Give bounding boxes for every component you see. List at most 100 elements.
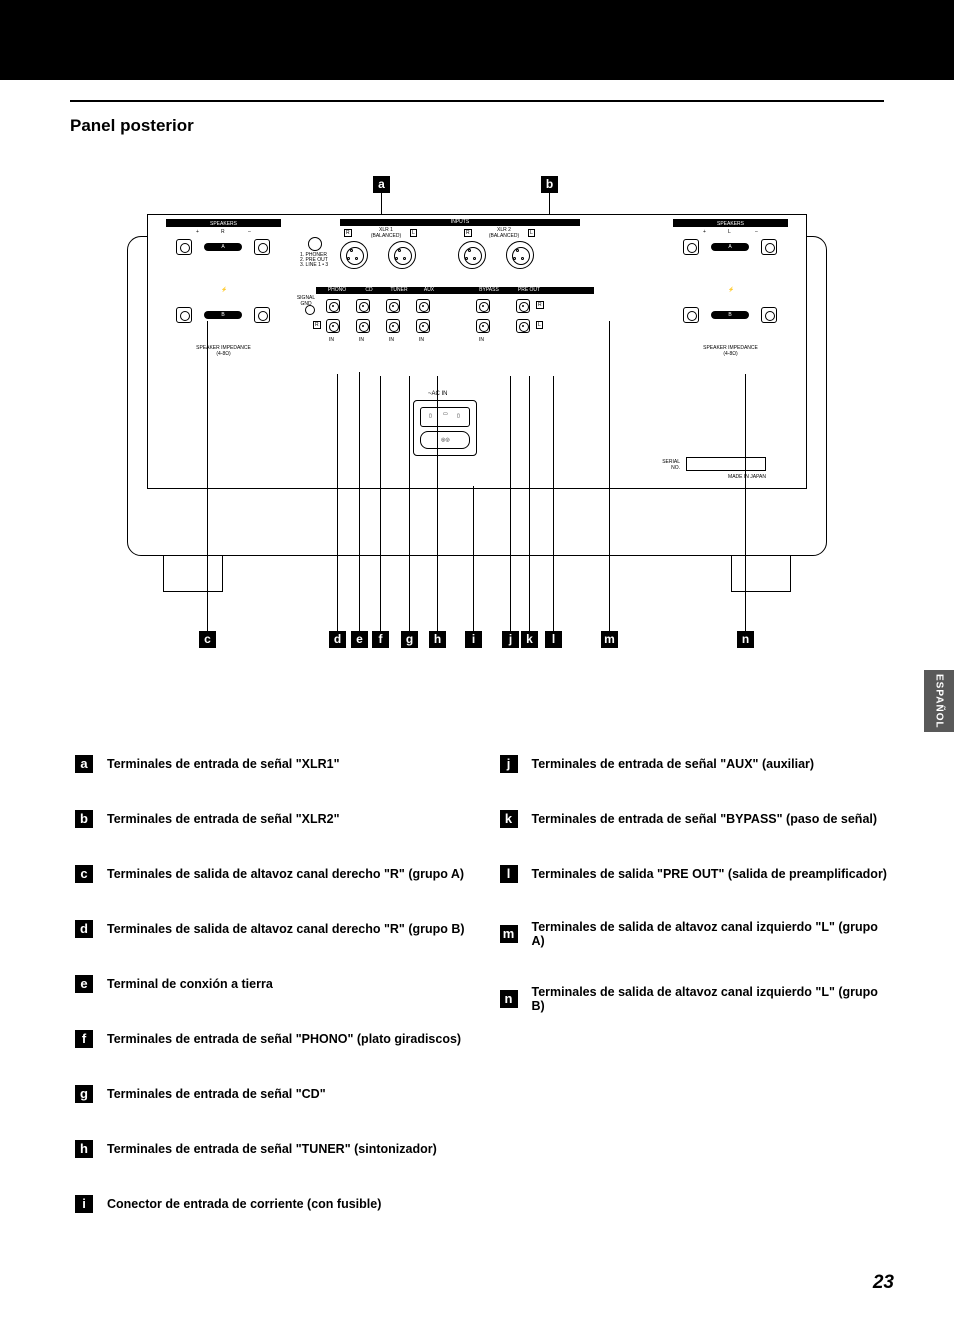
xlr2-l <box>506 241 534 269</box>
section-rule <box>70 100 884 102</box>
speaker-r-a-neg <box>254 239 270 255</box>
inputs-strip: INPUTS <box>340 219 580 226</box>
chassis-foot-right <box>731 556 791 592</box>
callout-b: b <box>541 176 558 193</box>
legend-text-b: Terminales de entrada de señal "XLR2" <box>107 812 340 826</box>
legend-letter-d: d <box>75 920 93 938</box>
legend-left-col: aTerminales de entrada de señal "XLR1"bT… <box>75 755 470 1213</box>
ac-inlet: ▯ ▭ ▯ ◎◎ <box>413 400 477 456</box>
legend-text-h: Terminales de entrada de señal "TUNER" (… <box>107 1142 437 1156</box>
legend-letter-g: g <box>75 1085 93 1103</box>
legend-text-l: Terminales de salida "PRE OUT" (salida d… <box>532 867 887 881</box>
legend-text-i: Conector de entrada de corriente (con fu… <box>107 1197 381 1211</box>
rca-jack <box>416 299 430 313</box>
legend-letter-m: m <box>500 925 518 943</box>
speakers-header-l: SPEAKERS <box>673 219 788 227</box>
legend-item-d: d Terminales de salida de altavoz canal d… <box>75 920 470 938</box>
ground-terminal <box>305 305 315 315</box>
language-tab-text: ESPAÑOL <box>934 674 945 729</box>
legend-letter-c: c <box>75 865 93 883</box>
callout-j: j <box>502 631 519 648</box>
legend-text-e: Terminal de conxión a tierra <box>107 977 273 991</box>
rca-jack <box>516 299 530 313</box>
legend-item-b: b Terminales de entrada de señal "XLR2" <box>75 810 470 828</box>
rca-jack <box>356 299 370 313</box>
rca-jack <box>476 319 490 333</box>
rca-jack <box>326 319 340 333</box>
legend-text-c: Terminales de salida de altavoz canal de… <box>107 867 464 881</box>
legend-letter-l: l <box>500 865 518 883</box>
legend-text-f: Terminales de entrada de señal "PHONO" (… <box>107 1032 461 1046</box>
legend-item-m: mTerminales de salida de altavoz canal i… <box>500 920 895 948</box>
legend-letter-b: b <box>75 810 93 828</box>
serial-plate <box>686 457 766 471</box>
xlr2-r <box>458 241 486 269</box>
legend-item-a: aTerminales de entrada de señal "XLR1" <box>75 755 470 773</box>
legend-item-g: g Terminales de entrada de señal "CD" <box>75 1085 470 1103</box>
speaker-group-a-label-r: A <box>204 243 242 251</box>
callout-f: f <box>372 631 389 648</box>
legend-letter-k: k <box>500 810 518 828</box>
legend-item-l: l Terminales de salida "PRE OUT" (salida … <box>500 865 895 883</box>
speaker-l-b-neg <box>761 307 777 323</box>
callout-l: l <box>545 631 562 648</box>
callout-c: c <box>199 631 216 648</box>
rear-panel-plate: SPEAKERS + R – A ⚡ B SPEAKER IMPEDANCE (… <box>147 214 807 489</box>
rca-jack <box>326 299 340 313</box>
speaker-r-a-pos <box>176 239 192 255</box>
legend-text-n: Terminales de salida de altavoz canal iz… <box>532 985 895 1013</box>
legend-letter-a: a <box>75 755 93 773</box>
legend-item-k: k Terminales de entrada de señal "BYPASS"… <box>500 810 895 828</box>
legend-item-f: f Terminales de entrada de señal "PHONO" … <box>75 1030 470 1048</box>
speaker-r-b-neg <box>254 307 270 323</box>
legend-text-g: Terminales de entrada de señal "CD" <box>107 1087 326 1101</box>
rca-jack <box>516 319 530 333</box>
speaker-group-a-label-l: A <box>711 243 749 251</box>
legend-right-col: jTerminales de entrada de señal "AUX" (a… <box>500 755 895 1213</box>
rear-panel-diagram: a b SPEAKERS + R – A ⚡ B SPEAKER IMPEDANC… <box>127 176 827 686</box>
callout-i: i <box>465 631 482 648</box>
callout-e: e <box>351 631 368 648</box>
xlr1-l <box>388 241 416 269</box>
legend-item-i: i Conector de entrada de corriente (con f… <box>75 1195 470 1213</box>
callout-g: g <box>401 631 418 648</box>
legend-text-k: Terminales de entrada de señal "BYPASS" … <box>532 812 878 826</box>
callout-m: m <box>601 631 618 648</box>
speakers-header-r: SPEAKERS <box>166 219 281 227</box>
legend-item-e: e Terminal de conxión a tierra <box>75 975 470 993</box>
legend-letter-h: h <box>75 1140 93 1158</box>
speaker-group-b-label-r: B <box>204 311 242 319</box>
callout-k: k <box>521 631 538 648</box>
legend-text-d: Terminales de salida de altavoz canal de… <box>107 922 465 936</box>
legend-letter-i: i <box>75 1195 93 1213</box>
legend-item-c: c Terminales de salida de altavoz canal d… <box>75 865 470 883</box>
rca-jack <box>386 319 400 333</box>
rca-jack <box>386 299 400 313</box>
section-title: Panel posterior <box>70 116 884 136</box>
language-tab: ESPAÑOL <box>924 670 954 732</box>
chassis-foot-left <box>163 556 223 592</box>
rca-jack <box>416 319 430 333</box>
made-in-label: MADE IN JAPAN <box>728 474 766 480</box>
legend-item-j: jTerminales de entrada de señal "AUX" (a… <box>500 755 895 773</box>
legend-letter-e: e <box>75 975 93 993</box>
input-selector-knob <box>308 237 322 251</box>
speaker-l-a-neg <box>761 239 777 255</box>
rca-labels-strip: PHONO CD TUNER AUX BYPASS PRE OUT <box>316 287 594 294</box>
speaker-l-b-pos <box>683 307 699 323</box>
callout-a: a <box>373 176 390 193</box>
legend: aTerminales de entrada de señal "XLR1"bT… <box>75 755 894 1213</box>
rca-jack <box>476 299 490 313</box>
rca-jack <box>356 319 370 333</box>
speaker-l-a-pos <box>683 239 699 255</box>
page-number: 23 <box>873 1272 894 1294</box>
callout-d: d <box>329 631 346 648</box>
legend-letter-f: f <box>75 1030 93 1048</box>
legend-item-h: h Terminales de entrada de señal "TUNER" … <box>75 1140 470 1158</box>
top-header-bar <box>0 0 954 80</box>
legend-letter-n: n <box>500 990 518 1008</box>
speaker-group-b-label-l: B <box>711 311 749 319</box>
xlr1-r <box>340 241 368 269</box>
legend-letter-j: j <box>500 755 518 773</box>
page-content: Panel posterior a b SPEAKERS + R – A ⚡ B … <box>70 100 884 686</box>
